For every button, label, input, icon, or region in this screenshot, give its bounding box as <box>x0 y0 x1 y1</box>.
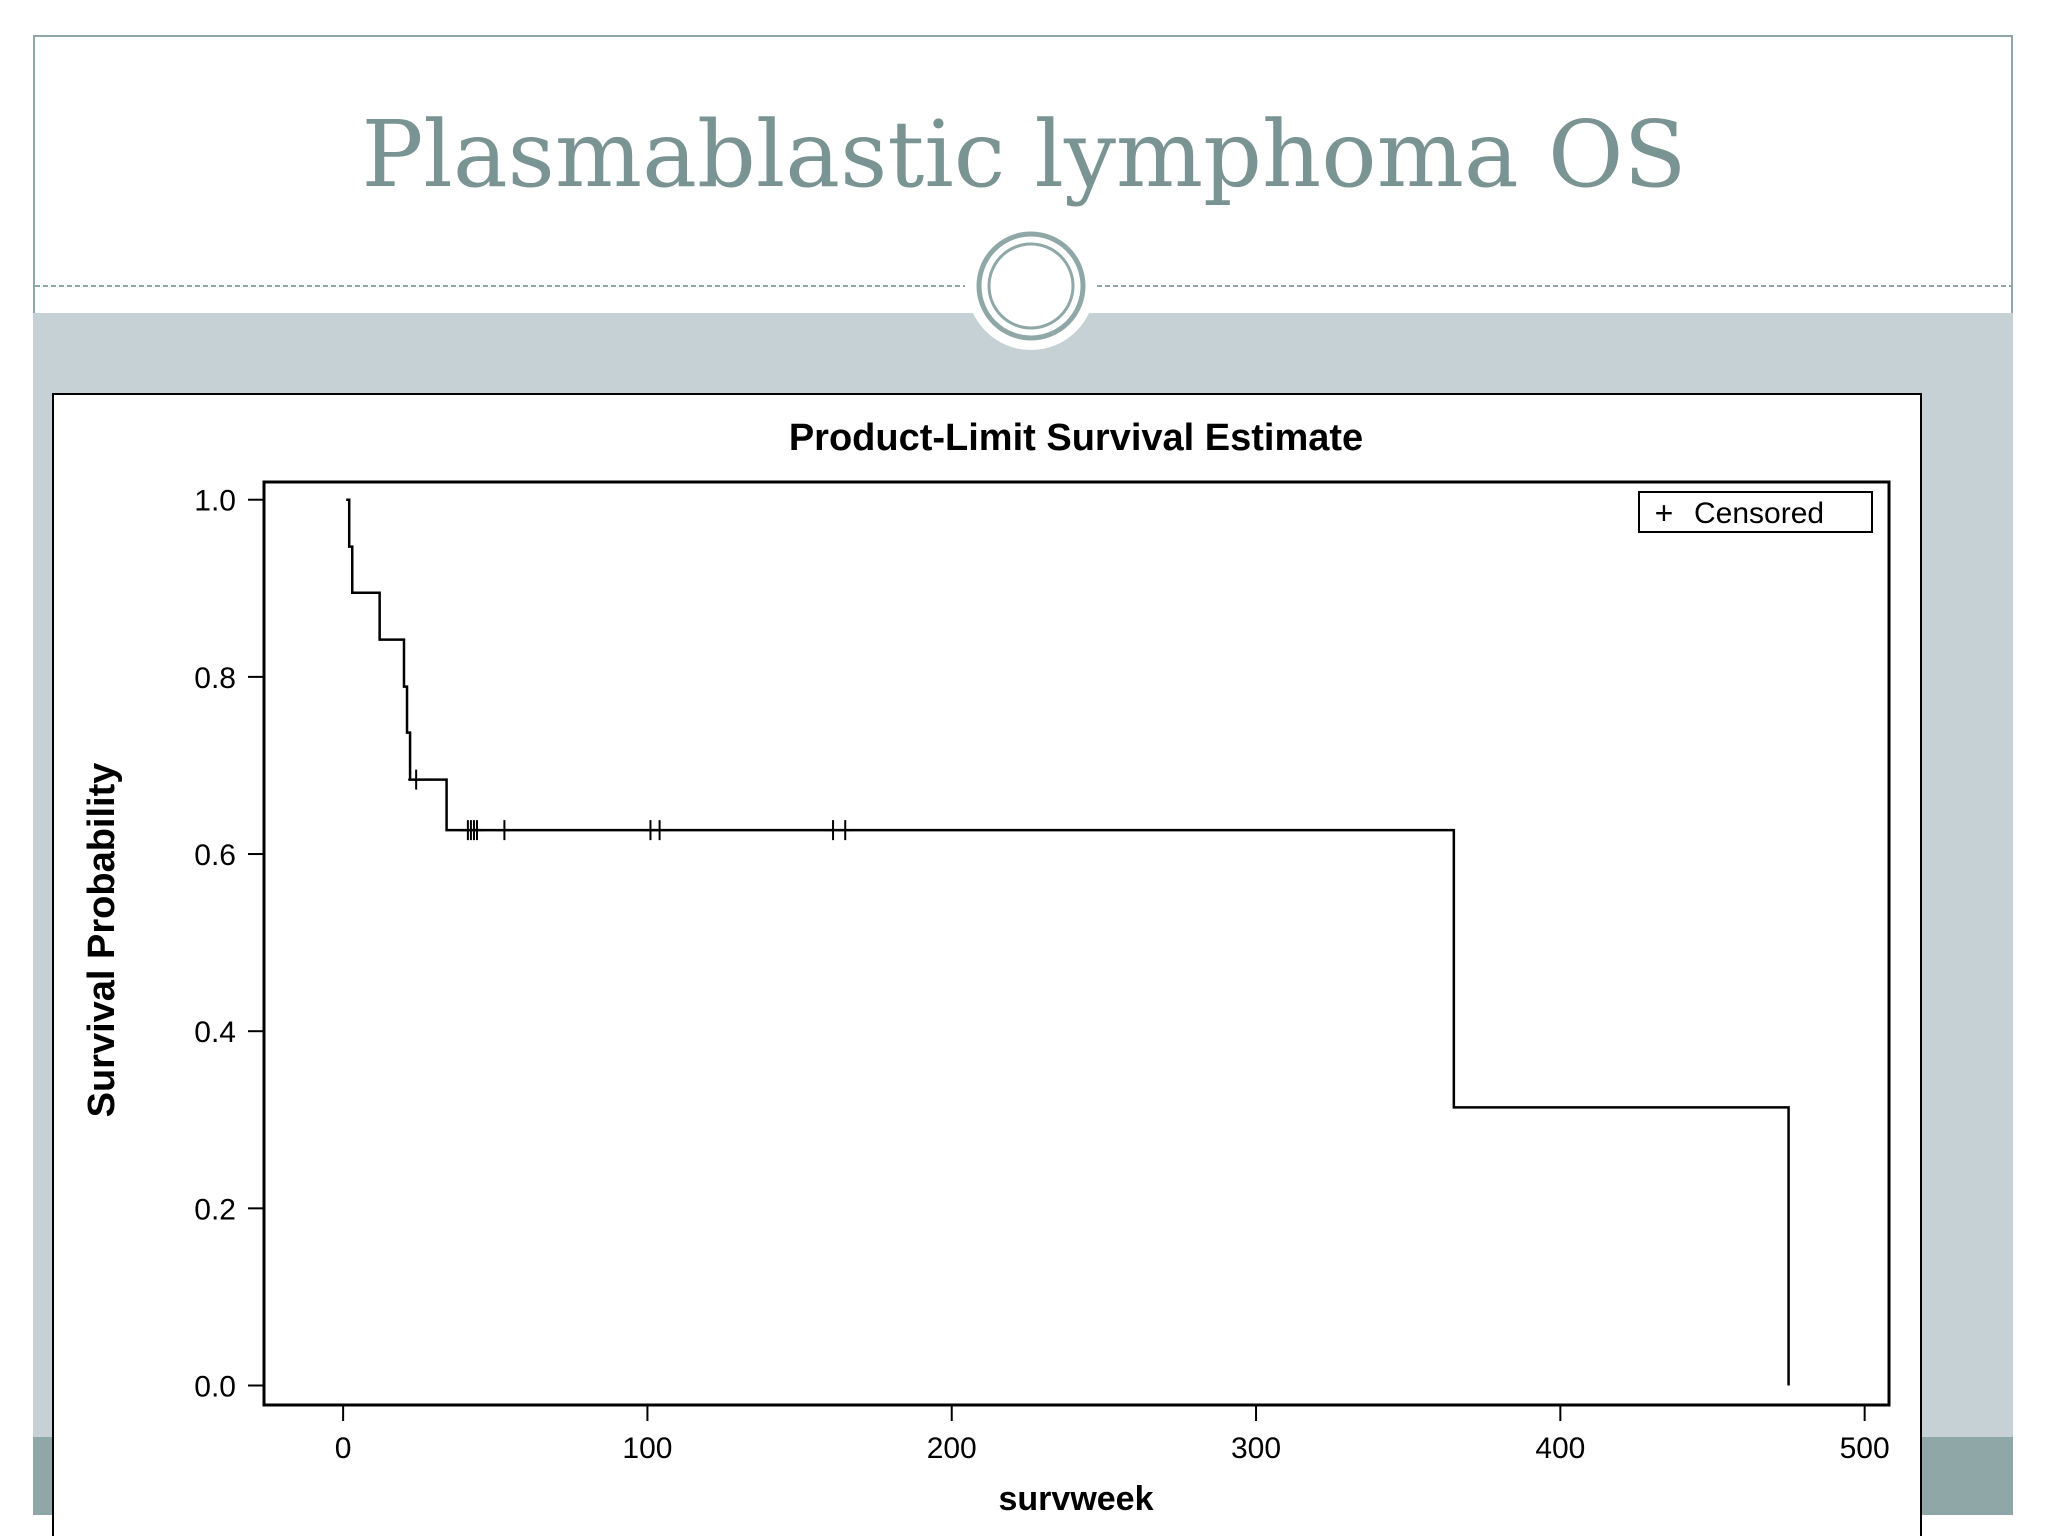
x-axis-label: survweek <box>999 1480 1154 1518</box>
censored-mark <box>651 820 668 841</box>
legend-symbol: + <box>1655 495 1674 531</box>
divider-ornament-inner-ring <box>987 242 1075 330</box>
y-tick-label: 0.8 <box>194 662 236 695</box>
censored-mark <box>837 820 854 841</box>
y-tick-label: 0.2 <box>194 1193 236 1226</box>
divider-ornament-backing <box>967 222 1095 350</box>
censored-mark <box>469 820 486 841</box>
divider-ornament-outer-ring <box>976 231 1086 341</box>
legend-box <box>1638 491 1873 533</box>
plot-frame <box>262 480 1891 1407</box>
x-tick-label: 500 <box>1840 1432 1890 1465</box>
survival-chart: Product-Limit Survival Estimate 0.00.20.… <box>81 417 1891 1518</box>
y-tick-label: 1.0 <box>194 485 236 518</box>
x-tick-label: 300 <box>1231 1432 1281 1465</box>
y-axis-label: Survival Probability <box>81 763 123 1118</box>
censor-layer <box>408 769 854 841</box>
x-tick-label: 200 <box>927 1432 977 1465</box>
y-tick-label: 0.6 <box>194 839 236 872</box>
y-tick-label: 0.4 <box>194 1016 236 1049</box>
censored-mark <box>408 769 425 790</box>
x-tick-label: 0 <box>335 1432 352 1465</box>
legend-label: Censored <box>1694 497 1824 530</box>
chart-title: Product-Limit Survival Estimate <box>789 417 1363 459</box>
slide-title: Plasmablastic lymphoma OS <box>361 101 1687 208</box>
x-axis: 0 100 200 300 400 500 <box>335 1405 1890 1465</box>
censored-mark <box>496 820 513 841</box>
x-tick-label: 400 <box>1535 1432 1585 1465</box>
chart-panel: Product-Limit Survival Estimate 0.0 0.2 0.… <box>52 393 1922 1536</box>
title-divider <box>35 222 2013 350</box>
y-axis: 0.0 0.2 0.4 0.6 0.8 1.0 <box>194 485 264 1404</box>
legend: + Censored <box>1638 491 1873 533</box>
x-tick-label: 100 <box>622 1432 672 1465</box>
survival-step-line <box>346 498 1790 1386</box>
y-tick-label: 0.0 <box>194 1371 236 1404</box>
series-layer <box>346 498 1790 1386</box>
